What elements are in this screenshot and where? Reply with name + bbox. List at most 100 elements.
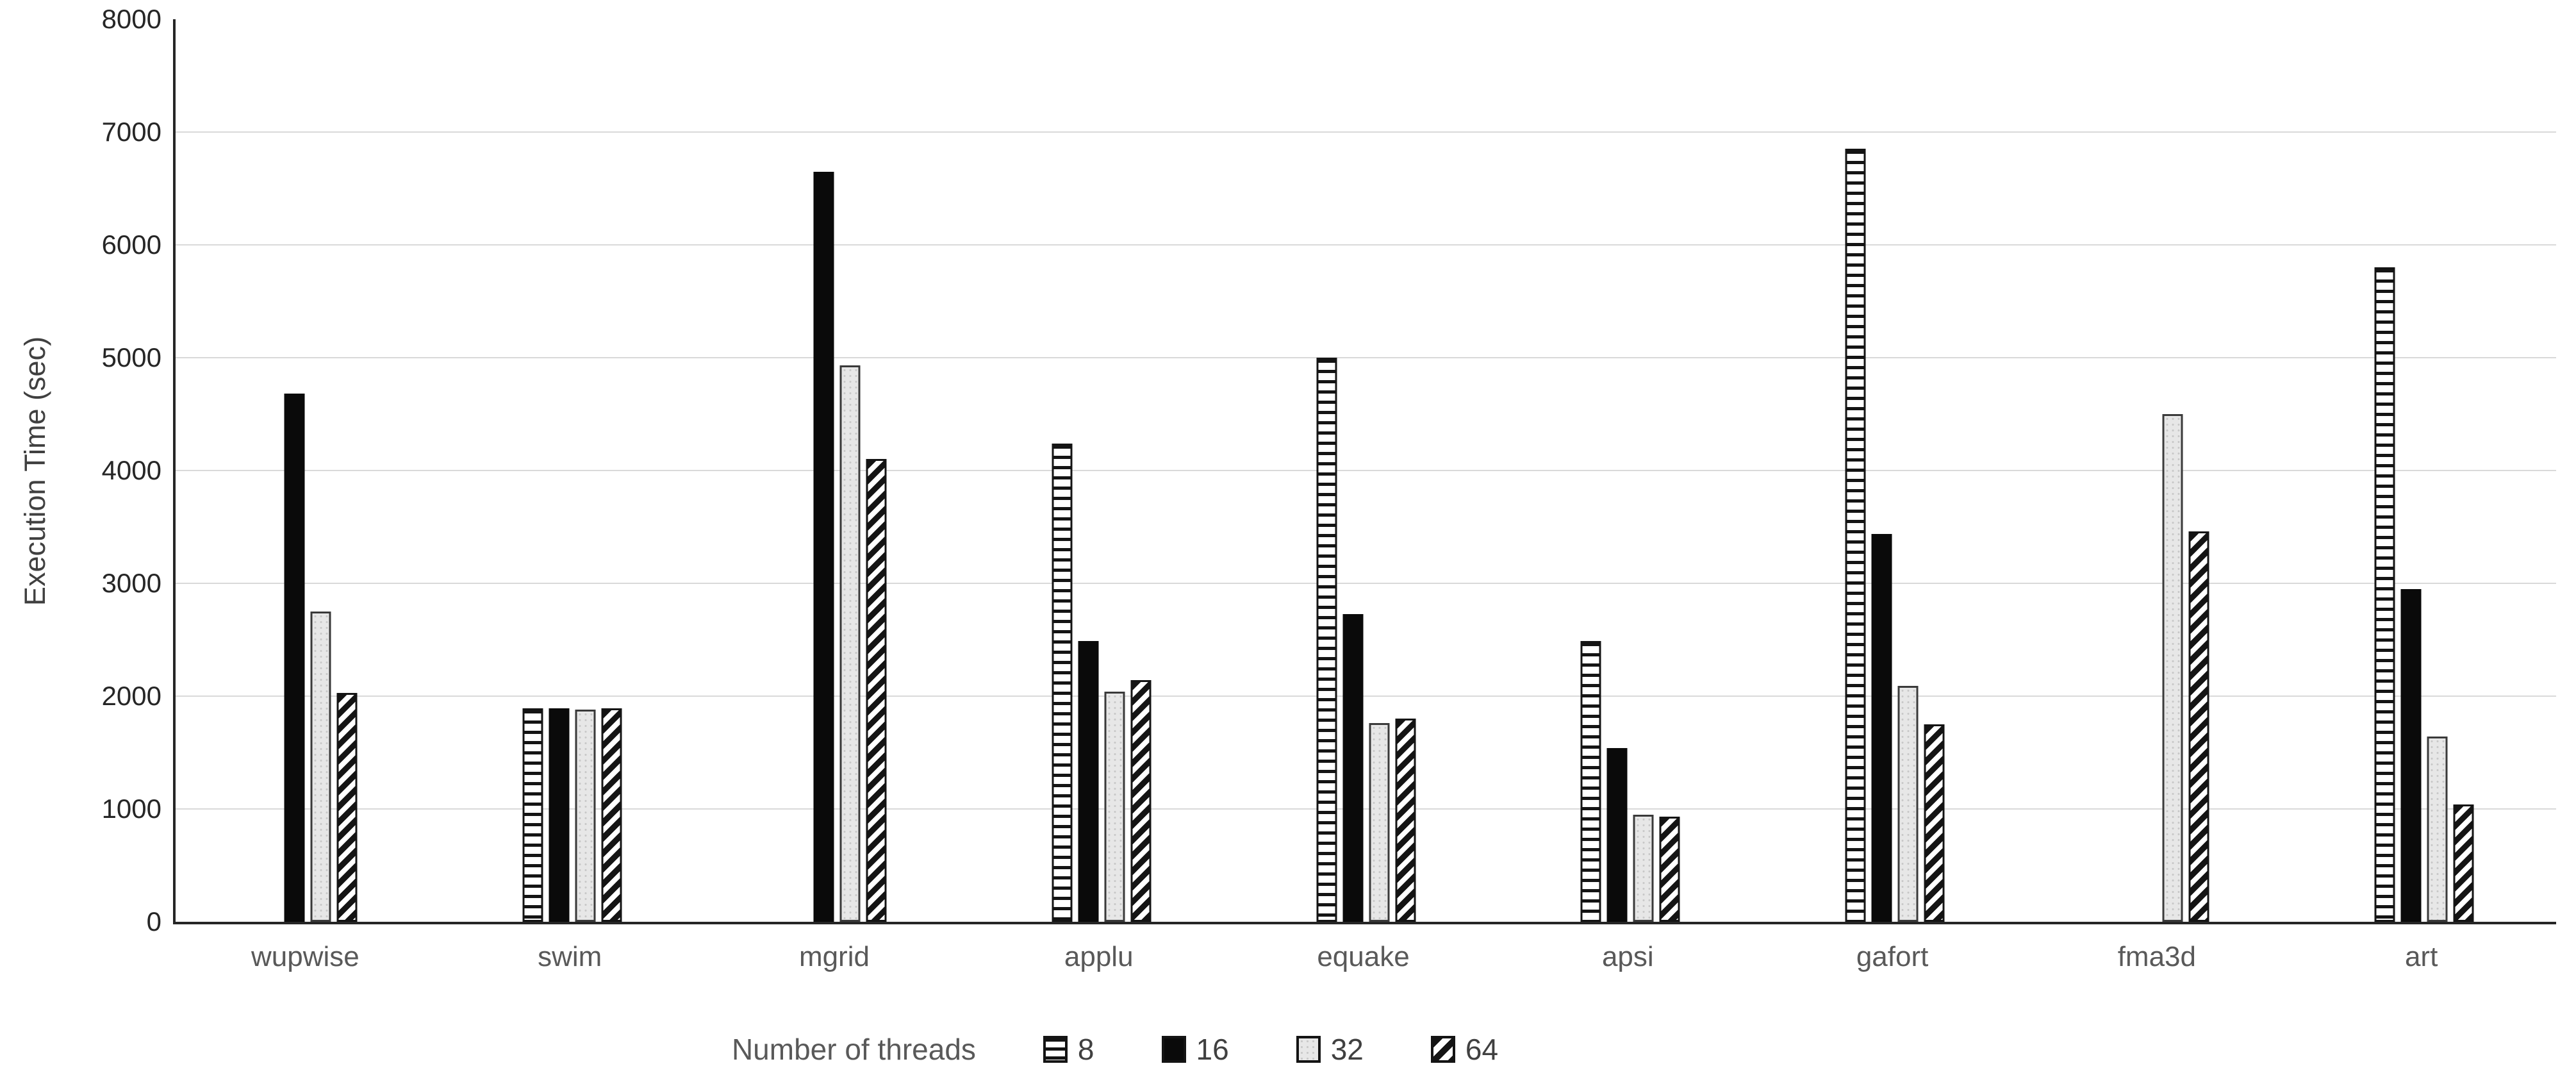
bar-slot-apsi-8-threads	[1580, 641, 1601, 922]
x-label-equake: equake	[1317, 941, 1410, 972]
legend-label-16: 16	[1196, 1033, 1229, 1066]
y-tick-label-4000: 4000	[101, 455, 161, 485]
bar-slot-equake-16-threads	[1342, 614, 1364, 922]
legend-label-32: 32	[1330, 1033, 1364, 1066]
bar-slot-equake-8-threads	[1316, 358, 1337, 922]
bar-slot-applu-32-threads	[1104, 692, 1125, 922]
x-label-swim: swim	[538, 941, 602, 972]
bar-gafort-8-threads	[1845, 149, 1866, 922]
y-tick-label-6000: 6000	[101, 229, 161, 260]
bar-group-applu	[969, 19, 1234, 922]
bar-cluster-applu	[1052, 444, 1152, 922]
bar-cluster-swim	[522, 708, 622, 922]
gridline-2000	[176, 695, 2556, 697]
bar-wupwise-16-threads	[284, 394, 305, 922]
bar-art-8-threads	[2374, 267, 2395, 922]
bar-applu-8-threads	[1052, 444, 1073, 922]
bar-slot-art-16-threads	[2400, 589, 2422, 922]
legend-item-32-threads: 32	[1296, 1032, 1364, 1067]
bar-slot-equake-32-threads	[1369, 723, 1390, 922]
gridline-4000	[176, 470, 2556, 471]
bar-slot-apsi-32-threads	[1633, 815, 1654, 922]
gridline-1000	[176, 808, 2556, 810]
bar-groups	[176, 19, 2556, 922]
legend: Number of threads 8 16 32 64	[0, 1020, 2403, 1078]
bar-slot-mgrid-64-threads	[866, 459, 887, 922]
legend-label-8: 8	[1077, 1033, 1094, 1066]
bar-apsi-8-threads	[1580, 641, 1601, 922]
bar-slot-swim-64-threads	[601, 708, 622, 922]
bar-swim-8-threads	[522, 708, 543, 922]
bar-art-32-threads	[2427, 737, 2448, 922]
bar-slot-apsi-64-threads	[1659, 817, 1680, 922]
bar-slot-gafort-16-threads	[1871, 534, 1892, 922]
gridline-5000	[176, 357, 2556, 358]
legend-item-8-threads: 8	[1043, 1032, 1094, 1067]
bar-mgrid-64-threads	[866, 459, 887, 922]
plot-area	[173, 19, 2556, 924]
bar-gafort-16-threads	[1871, 534, 1892, 922]
bar-slot-wupwise-32-threads	[310, 612, 331, 922]
bar-slot-equake-64-threads	[1395, 719, 1416, 922]
x-label-mgrid: mgrid	[798, 941, 870, 972]
bar-equake-32-threads	[1369, 723, 1390, 922]
bar-slot-gafort-32-threads	[1897, 686, 1919, 922]
x-label-art: art	[2404, 941, 2438, 972]
y-tick-label-0: 0	[146, 906, 161, 937]
bar-apsi-16-threads	[1606, 748, 1628, 922]
bar-equake-64-threads	[1395, 719, 1416, 922]
bar-slot-fma3d-64-threads	[2188, 531, 2209, 922]
bar-cluster-gafort	[1845, 149, 1945, 922]
bar-slot-art-32-threads	[2427, 737, 2448, 922]
bar-group-gafort	[1763, 19, 2027, 922]
bar-slot-gafort-64-threads	[1924, 724, 1945, 922]
y-tick-label-7000: 7000	[101, 117, 161, 147]
legend-item-16-threads: 16	[1161, 1032, 1229, 1067]
bar-slot-applu-8-threads	[1052, 444, 1073, 922]
x-label-applu: applu	[1064, 941, 1134, 972]
bar-applu-64-threads	[1130, 680, 1152, 922]
bar-cluster-equake	[1316, 358, 1416, 922]
bar-slot-gafort-8-threads	[1845, 149, 1866, 922]
bar-swim-16-threads	[549, 708, 570, 922]
bar-group-art	[2291, 19, 2556, 922]
bar-wupwise-32-threads	[310, 612, 331, 922]
bar-swim-32-threads	[575, 710, 596, 922]
bar-slot-applu-64-threads	[1130, 680, 1152, 922]
bar-apsi-64-threads	[1659, 817, 1680, 922]
bar-group-swim	[440, 19, 705, 922]
bar-slot-art-64-threads	[2453, 804, 2474, 922]
bar-art-16-threads	[2400, 589, 2422, 922]
y-axis-tick-labels: 0 1000 2000 3000 4000 5000 6000 7000 8000	[0, 0, 161, 1091]
bar-applu-32-threads	[1104, 692, 1125, 922]
bar-wupwise-64-threads	[336, 693, 358, 922]
bar-slot-applu-16-threads	[1078, 641, 1099, 922]
legend-label-64: 64	[1465, 1033, 1499, 1066]
bar-group-fma3d	[2027, 19, 2291, 922]
y-tick-label-5000: 5000	[101, 342, 161, 372]
x-label-gafort: gafort	[1856, 941, 1929, 972]
bar-cluster-art	[2374, 267, 2474, 922]
bar-equake-16-threads	[1342, 614, 1364, 922]
bar-group-apsi	[1498, 19, 1763, 922]
bar-slot-wupwise-16-threads	[284, 394, 305, 922]
bar-cluster-apsi	[1580, 641, 1680, 922]
legend-swatch-diagonal-stripes-icon	[1430, 1036, 1455, 1063]
x-label-apsi: apsi	[1601, 941, 1654, 972]
bar-slot-mgrid-32-threads	[839, 365, 861, 922]
bar-applu-16-threads	[1078, 641, 1099, 922]
legend-item-64-threads: 64	[1430, 1032, 1499, 1067]
bar-cluster-wupwise	[258, 394, 358, 922]
gridline-3000	[176, 583, 2556, 584]
x-axis-category-labels: wupwise swim mgrid applu equake apsi gafort fma…	[173, 941, 2554, 986]
bar-slot-art-8-threads	[2374, 267, 2395, 922]
legend-swatch-solid-black-icon	[1161, 1036, 1186, 1063]
bar-mgrid-16-threads	[813, 172, 834, 922]
x-label-wupwise: wupwise	[251, 941, 359, 972]
bar-gafort-32-threads	[1897, 686, 1919, 922]
bar-cluster-fma3d	[2110, 414, 2209, 922]
bar-cluster-mgrid	[787, 172, 887, 922]
bar-slot-swim-32-threads	[575, 710, 596, 922]
bar-swim-64-threads	[601, 708, 622, 922]
